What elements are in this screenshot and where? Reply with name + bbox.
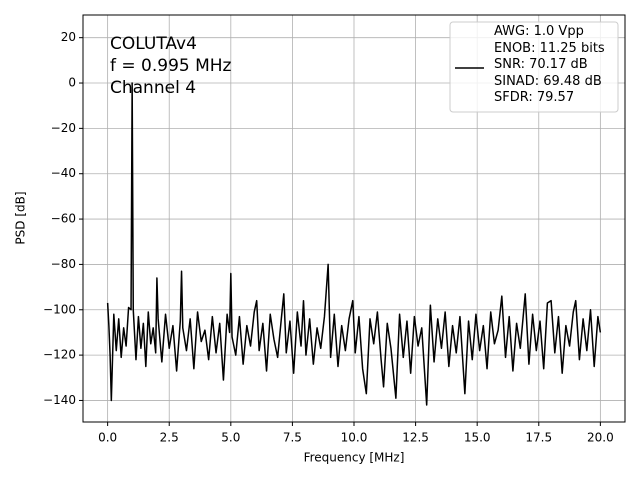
y-tick-label: 20 <box>61 30 76 44</box>
y-tick-label: −20 <box>51 121 76 135</box>
legend-box <box>449 21 619 113</box>
annotation: f = 0.995 MHz <box>110 56 232 76</box>
x-axis-label: Frequency [MHz] <box>304 451 405 465</box>
y-tick-label: −60 <box>51 212 76 226</box>
x-tick-label: 7.5 <box>283 431 302 445</box>
y-tick-label: −140 <box>43 393 76 407</box>
x-tick-label: 0.0 <box>98 431 117 445</box>
x-tick-label: 12.5 <box>402 431 429 445</box>
y-axis-label: PSD [dB] <box>14 191 28 244</box>
y-tick-label: −80 <box>51 257 76 271</box>
data-line <box>106 82 602 406</box>
y-tick-label: −40 <box>51 166 76 180</box>
x-tick-label: 17.5 <box>525 431 552 445</box>
x-tick-label: 15.0 <box>464 431 491 445</box>
x-tick-label: 10.0 <box>341 431 368 445</box>
y-tick-label: 0 <box>68 76 76 90</box>
y-tick-label: −100 <box>43 302 76 316</box>
legend-label: AWG: 1.0 Vpp ENOB: 11.25 bits SNR: 70.17… <box>494 24 605 105</box>
annotation: COLUTAv4 <box>110 34 197 54</box>
x-tick-label: 20.0 <box>587 431 614 445</box>
x-tick-label: 2.5 <box>160 431 179 445</box>
x-tick-label: 5.0 <box>221 431 240 445</box>
annotation: Channel 4 <box>110 78 196 98</box>
y-tick-label: −120 <box>43 348 76 362</box>
